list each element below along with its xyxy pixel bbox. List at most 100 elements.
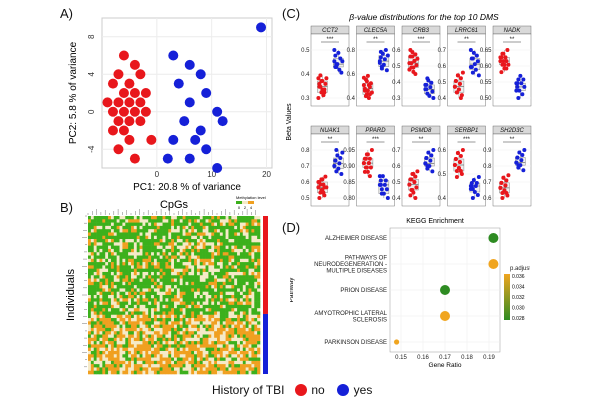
heatmap-cell	[110, 370, 115, 375]
heatmap-cell	[231, 248, 235, 253]
heatmap-cell	[139, 304, 143, 309]
heatmap-cell	[136, 288, 140, 293]
heatmap-cell	[179, 278, 183, 283]
heatmap-cell	[102, 235, 106, 240]
heatmap-cell	[171, 304, 175, 309]
heatmap-cell	[113, 285, 117, 289]
heatmap-cell	[217, 268, 221, 273]
heatmap-cell	[119, 301, 123, 306]
heatmap-cell	[202, 334, 206, 339]
heatmap-cell	[119, 216, 123, 220]
heatmap-cell	[122, 278, 126, 283]
heatmap-cell	[162, 354, 166, 358]
heatmap-cell	[231, 311, 235, 316]
heatmap-cell	[254, 225, 258, 230]
heatmap-cell	[156, 265, 160, 269]
heatmap-cell	[139, 318, 143, 322]
heatmap-cell	[225, 360, 229, 365]
heatmap-cell	[110, 219, 115, 223]
dms-point-no	[363, 156, 368, 161]
heatmap-cell	[108, 331, 112, 335]
heatmap-cell	[128, 370, 132, 375]
heatmap-cell	[191, 334, 195, 339]
heatmap-cell	[113, 344, 117, 348]
heatmap-cell	[199, 370, 203, 375]
heatmap-cell	[185, 258, 189, 263]
dms-point-no	[452, 84, 457, 89]
heatmap-cell	[159, 370, 163, 375]
heatmap-cell	[225, 252, 229, 256]
dms-gene-label-nadk: NADK	[504, 28, 522, 34]
heatmap-cell	[122, 222, 126, 227]
dms-point-yes	[337, 161, 342, 166]
heatmap-cell	[239, 255, 244, 260]
heatmap-cell	[188, 229, 192, 233]
heatmap-cell	[110, 239, 115, 243]
pca-point-no	[135, 69, 146, 80]
heatmap-cell	[202, 324, 206, 329]
heatmap-cell	[102, 318, 106, 322]
heatmap-cell	[185, 281, 189, 286]
heatmap-cell	[122, 232, 126, 237]
dms-point-no	[455, 73, 460, 78]
heatmap-cell	[159, 308, 163, 312]
heatmap-cell	[231, 275, 235, 279]
heatmap-cell	[99, 360, 103, 365]
heatmap-cell	[231, 265, 235, 269]
heatmap-cell	[211, 245, 215, 250]
heatmap-cell	[153, 216, 158, 220]
heatmap-group-bar-yes	[263, 313, 268, 374]
kegg-point	[440, 285, 450, 295]
heatmap-scale-mid	[242, 201, 248, 204]
heatmap-cell	[153, 347, 158, 352]
heatmap-cell	[153, 278, 158, 283]
heatmap-cell	[131, 334, 135, 339]
heatmap-cell	[217, 367, 221, 372]
heatmap-cell	[185, 350, 189, 355]
heatmap-cell	[248, 311, 252, 316]
dms-point-yes	[520, 92, 525, 97]
heatmap-cell	[234, 255, 238, 260]
heatmap-cell	[222, 281, 226, 286]
heatmap-cell	[174, 229, 178, 233]
heatmap-cell	[142, 275, 146, 279]
heatmap-cell	[228, 367, 232, 372]
heatmap-cell	[88, 311, 92, 316]
heatmap-cell	[171, 295, 175, 299]
heatmap-cell	[128, 239, 132, 243]
heatmap-cell	[102, 281, 106, 286]
heatmap-cell	[245, 367, 249, 372]
heatmap-cell	[116, 360, 120, 365]
dms-point-yes	[519, 158, 524, 163]
heatmap-cell	[194, 354, 198, 358]
dms-point-yes	[515, 155, 520, 160]
heatmap-cell	[222, 324, 226, 329]
heatmap-cell	[245, 285, 249, 289]
heatmap-cell	[99, 295, 103, 299]
heatmap-cell	[194, 304, 198, 309]
heatmap-cell	[228, 278, 232, 283]
heatmap-cell	[113, 350, 117, 355]
heatmap-cell	[239, 327, 244, 332]
heatmap-cell	[182, 216, 186, 220]
heatmap-cell	[90, 367, 95, 372]
heatmap-cell	[234, 341, 238, 345]
heatmap-cell	[119, 308, 123, 312]
heatmap-cell	[156, 222, 160, 227]
heatmap-cell	[145, 334, 149, 339]
heatmap-cell	[102, 301, 106, 306]
heatmap-cell	[131, 364, 135, 368]
heatmap-cell	[174, 219, 178, 223]
heatmap-cell	[88, 219, 92, 223]
heatmap-cell	[116, 262, 120, 266]
dms-point-no	[318, 73, 323, 78]
heatmap-cell	[153, 298, 158, 302]
heatmap-cell	[257, 318, 261, 322]
heatmap-cell	[105, 318, 109, 322]
heatmap-cell	[108, 262, 112, 266]
heatmap-cell	[185, 268, 189, 273]
heatmap-cell	[211, 268, 215, 273]
heatmap-cell	[105, 324, 109, 329]
heatmap-cell	[214, 347, 218, 352]
heatmap-cell	[153, 262, 158, 266]
